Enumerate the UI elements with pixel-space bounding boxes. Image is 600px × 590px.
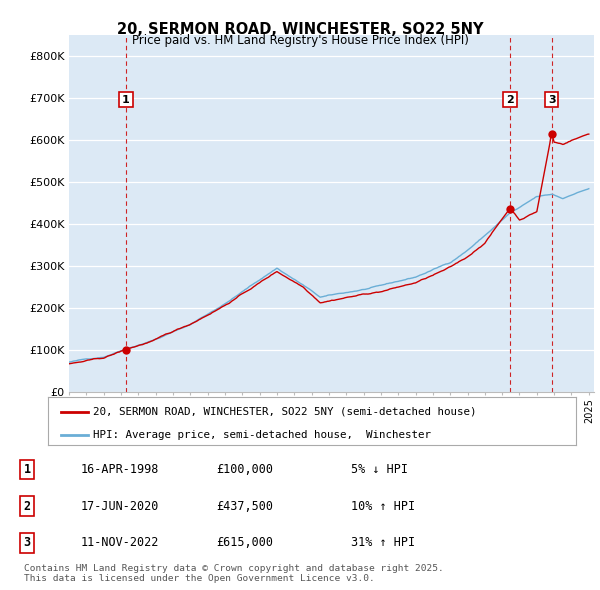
Text: 3: 3	[23, 536, 31, 549]
Text: £437,500: £437,500	[216, 500, 273, 513]
Text: £615,000: £615,000	[216, 536, 273, 549]
Text: Contains HM Land Registry data © Crown copyright and database right 2025.
This d: Contains HM Land Registry data © Crown c…	[24, 564, 444, 584]
Text: HPI: Average price, semi-detached house,  Winchester: HPI: Average price, semi-detached house,…	[93, 430, 431, 440]
Text: 20, SERMON ROAD, WINCHESTER, SO22 5NY: 20, SERMON ROAD, WINCHESTER, SO22 5NY	[117, 22, 483, 37]
Text: 20, SERMON ROAD, WINCHESTER, SO22 5NY (semi-detached house): 20, SERMON ROAD, WINCHESTER, SO22 5NY (s…	[93, 407, 476, 417]
Text: 3: 3	[548, 94, 556, 104]
Text: 2: 2	[506, 94, 514, 104]
Text: Price paid vs. HM Land Registry's House Price Index (HPI): Price paid vs. HM Land Registry's House …	[131, 34, 469, 47]
Text: £100,000: £100,000	[216, 463, 273, 476]
Text: 2: 2	[23, 500, 31, 513]
Text: 11-NOV-2022: 11-NOV-2022	[81, 536, 160, 549]
Text: 1: 1	[122, 94, 130, 104]
Text: 16-APR-1998: 16-APR-1998	[81, 463, 160, 476]
Text: 10% ↑ HPI: 10% ↑ HPI	[351, 500, 415, 513]
Text: 17-JUN-2020: 17-JUN-2020	[81, 500, 160, 513]
Text: 1: 1	[23, 463, 31, 476]
Text: 31% ↑ HPI: 31% ↑ HPI	[351, 536, 415, 549]
Text: 5% ↓ HPI: 5% ↓ HPI	[351, 463, 408, 476]
